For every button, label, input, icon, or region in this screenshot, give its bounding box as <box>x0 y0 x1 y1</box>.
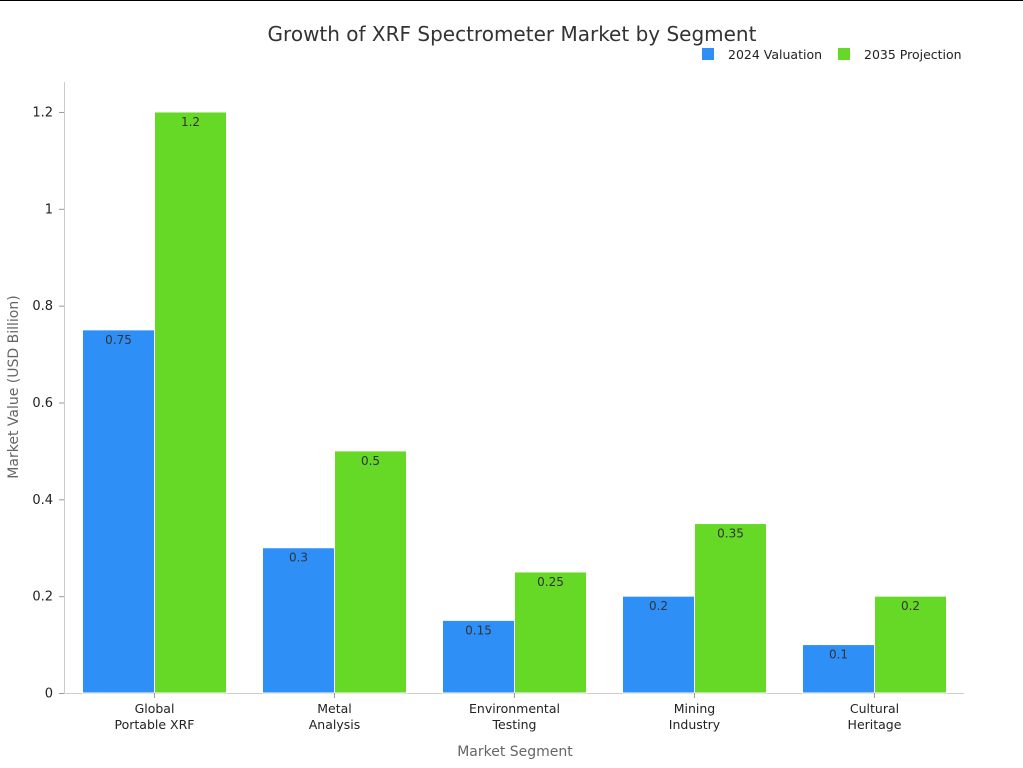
bar-2035 <box>874 595 947 694</box>
bar-value-label: 0.3 <box>289 551 308 565</box>
y-axis-title: Market Value (USD Billion) <box>6 295 22 478</box>
bar-value-label: 1.2 <box>181 115 200 129</box>
bar-2024 <box>442 619 515 694</box>
value-labels: 0.75 0.3 0.15 0.2 0.1 1.2 0.5 0.25 0.35 0.2 <box>105 115 920 662</box>
y-tick-label: 0.4 <box>32 493 53 508</box>
bar-2024 <box>262 547 335 694</box>
chart-title: Growth of XRF Spectrometer Market by Seg… <box>268 22 757 46</box>
legend-swatch-2024 <box>702 48 714 60</box>
x-category-label: Heritage <box>848 717 902 732</box>
bar-value-label: 0.5 <box>361 454 380 468</box>
legend-swatch-2035 <box>838 48 850 60</box>
bar-value-label: 0.2 <box>901 599 920 613</box>
bars <box>82 111 947 694</box>
bar-2024 <box>82 329 155 694</box>
legend-label-2035: 2035 Projection <box>864 47 962 62</box>
y-tick-label: 0 <box>45 687 53 702</box>
x-category-label: Industry <box>669 717 721 732</box>
y-tick-label: 0.8 <box>32 299 53 314</box>
x-category-label: Mining <box>674 701 716 716</box>
legend: 2024 Valuation 2035 Projection <box>702 47 962 62</box>
y-tick-label: 0.2 <box>32 590 53 605</box>
x-category-label: Global <box>135 701 175 716</box>
top-border <box>0 0 1023 1</box>
bar-value-label: 0.25 <box>537 575 564 589</box>
bar-2024 <box>622 595 695 694</box>
bar-2035 <box>694 523 767 694</box>
bar-2035 <box>514 571 587 694</box>
x-category-label: Analysis <box>309 717 361 732</box>
y-tick-label: 0.6 <box>32 396 53 411</box>
bar-value-label: 0.2 <box>649 599 668 613</box>
x-category-label: Cultural <box>850 701 899 716</box>
bar-2035 <box>154 111 227 694</box>
legend-label-2024: 2024 Valuation <box>728 47 822 62</box>
bar-value-label: 0.1 <box>829 648 848 662</box>
bar-value-label: 0.35 <box>717 527 744 541</box>
y-tick-label: 1.2 <box>32 105 53 120</box>
x-category-label: Metal <box>317 701 352 716</box>
bar-2035 <box>334 450 407 694</box>
y-tick-label: 1 <box>45 202 53 217</box>
x-category-label: Portable XRF <box>115 717 195 732</box>
x-category-label: Environmental <box>469 701 560 716</box>
bar-value-label: 0.75 <box>105 333 132 347</box>
x-axis-title: Market Segment <box>457 744 573 760</box>
x-category-label: Testing <box>492 717 537 732</box>
bar-value-label: 0.15 <box>465 623 492 637</box>
y-axis-ticks: 0 0.2 0.4 0.6 0.8 1 1.2 <box>32 105 64 702</box>
